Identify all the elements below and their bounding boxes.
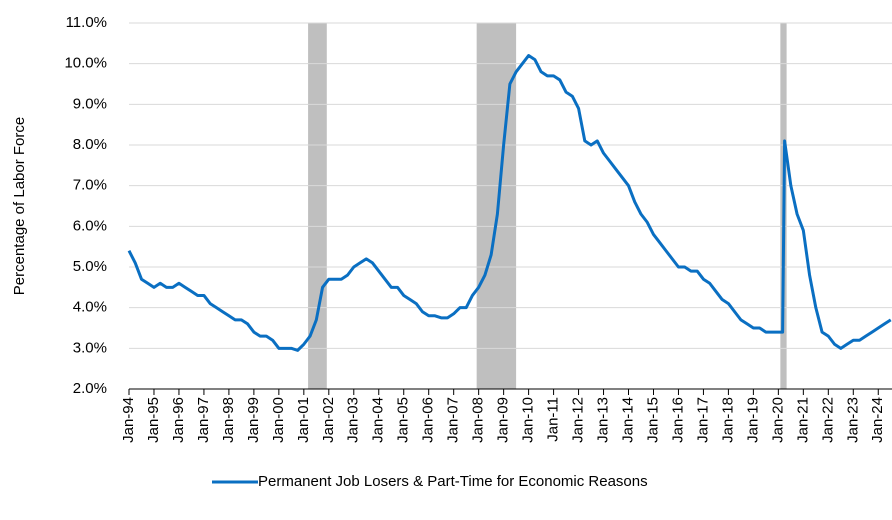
x-tick-label: Jan-95 [145,397,162,443]
x-tick-label: Jan-03 [345,397,362,443]
x-tick-label: Jan-12 [570,397,587,443]
x-tick-label: Jan-17 [694,397,711,443]
y-axis-title: Percentage of Labor Force [11,117,28,295]
x-tick-label: Jan-05 [395,397,412,443]
legend-label: Permanent Job Losers & Part-Time for Eco… [258,473,648,490]
x-tick-label: Jan-16 [669,397,686,443]
y-tick-label: 6.0% [73,217,107,234]
x-tick-label: Jan-09 [495,397,512,443]
x-tick-label: Jan-08 [470,397,487,443]
x-tick-label: Jan-10 [520,397,537,443]
x-tick-label: Jan-11 [545,397,562,442]
x-tick-label: Jan-06 [420,397,437,443]
x-tick-label: Jan-18 [719,397,736,443]
x-tick-label: Jan-97 [195,397,212,443]
x-tick-label: Jan-02 [320,397,337,443]
x-tick-label: Jan-14 [619,397,636,443]
y-tick-label: 8.0% [73,136,107,153]
y-tick-label: 10.0% [64,55,107,72]
x-tick-label: Jan-21 [794,397,811,443]
x-tick-label: Jan-22 [819,397,836,443]
y-tick-label: 4.0% [73,299,107,316]
x-tick-label: Jan-99 [245,397,262,443]
x-tick-label: Jan-19 [744,397,761,443]
x-tick-label: Jan-07 [445,397,462,443]
y-tick-label: 11.0% [66,14,107,31]
x-tick-label: Jan-13 [595,397,612,443]
recession-band [476,23,517,389]
x-tick-label: Jan-00 [270,397,287,443]
x-tick-label: Jan-94 [120,397,137,443]
y-tick-label: 9.0% [73,95,107,112]
x-tick-label: Jan-24 [869,397,886,443]
x-tick-label: Jan-01 [295,397,312,443]
y-tick-label: 7.0% [73,177,107,194]
x-tick-label: Jan-20 [769,397,786,443]
y-tick-label: 2.0% [73,380,107,397]
y-tick-label: 5.0% [73,258,107,275]
x-tick-label: Jan-15 [644,397,661,443]
y-tick-label: 3.0% [73,339,107,356]
series-line [127,54,892,352]
x-tick-label: Jan-96 [170,397,187,443]
x-tick-label: Jan-04 [370,397,387,443]
x-tick-label: Jan-23 [844,397,861,443]
x-tick-label: Jan-98 [220,397,237,443]
